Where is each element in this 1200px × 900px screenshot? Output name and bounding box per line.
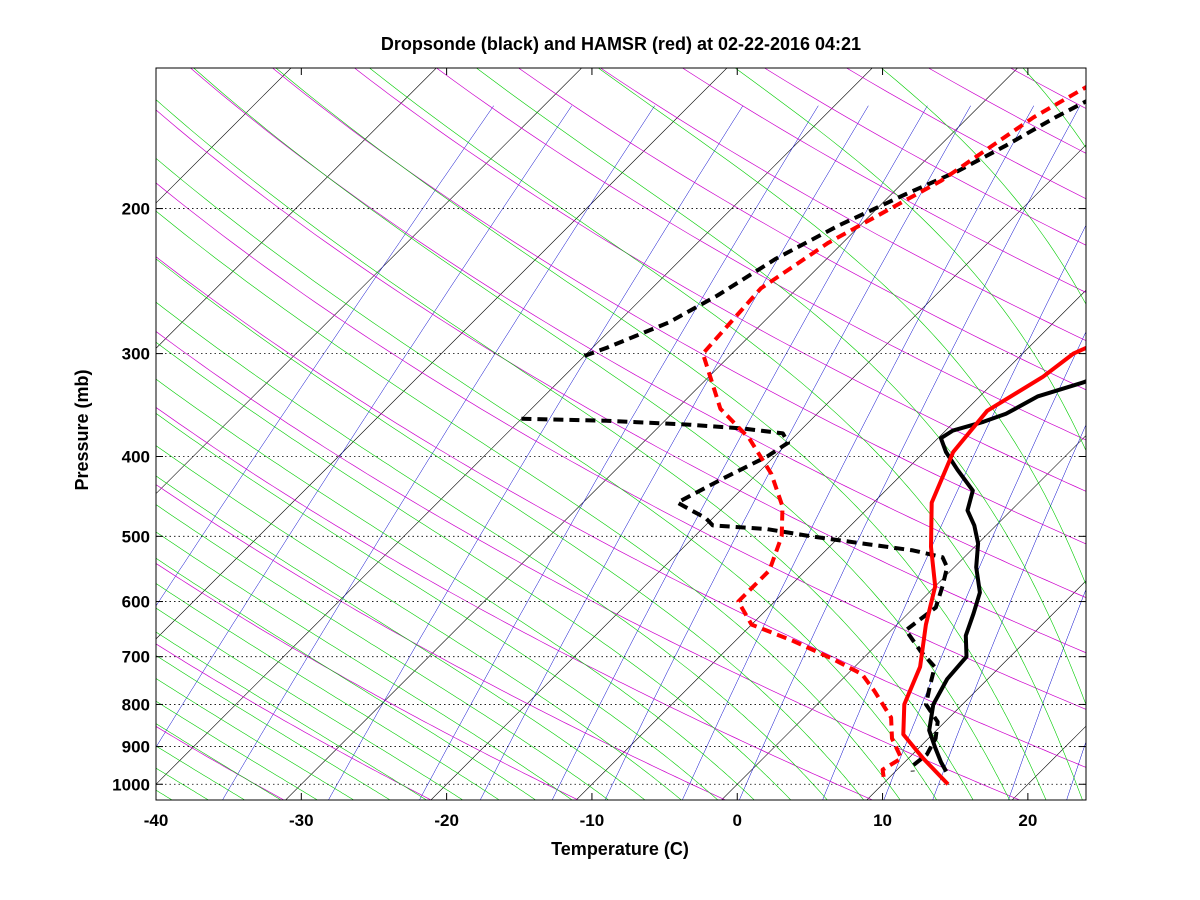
mixing-ratio-line bbox=[932, 424, 1086, 800]
x-tick-label: 0 bbox=[733, 811, 742, 830]
isotherm-line bbox=[1139, 0, 1200, 818]
x-tick-label: -40 bbox=[144, 811, 169, 830]
y-tick-label: 200 bbox=[122, 200, 150, 219]
dry-adiabat-line bbox=[0, 0, 19, 818]
x-tick-label: 10 bbox=[873, 811, 892, 830]
isotherm-line bbox=[721, 435, 1086, 800]
moist-adiabat-line bbox=[156, 700, 318, 800]
dry-adiabat-line bbox=[156, 643, 432, 800]
profile-series bbox=[521, 84, 1086, 786]
y-axis-label: Pressure (mb) bbox=[72, 369, 92, 490]
x-tick-label: -30 bbox=[289, 811, 314, 830]
y-tick-label: 1000 bbox=[112, 775, 150, 794]
y-tick-label: 600 bbox=[122, 593, 150, 612]
moist-adiabat-line bbox=[156, 631, 427, 800]
mixing-ratio-line bbox=[328, 105, 744, 800]
y-tick-label: 500 bbox=[122, 527, 150, 546]
moist-adiabat-line bbox=[193, 68, 1010, 800]
moist-adiabat-line bbox=[880, 68, 1086, 305]
y-tick-label: 800 bbox=[122, 695, 150, 714]
mixing-ratio-line bbox=[604, 105, 971, 800]
moist-adiabat-line bbox=[156, 341, 792, 800]
moist-adiabat-line bbox=[597, 68, 1086, 586]
isotherm-line bbox=[156, 68, 583, 495]
isotherm-line bbox=[156, 68, 728, 640]
dry-adiabat-line bbox=[599, 68, 1086, 342]
moist-adiabat-line bbox=[475, 68, 1086, 706]
mixing-ratio-line bbox=[682, 105, 1035, 800]
x-tick-label: -20 bbox=[434, 811, 459, 830]
y-tick-label: 700 bbox=[122, 648, 150, 667]
axis-ticks: -40 -30 -20 -10 0 10 20 200 300 400 500 600 700 800 90… bbox=[112, 68, 1086, 830]
moist-adiabat-line bbox=[156, 607, 464, 800]
moist-adiabat-line bbox=[156, 258, 865, 800]
y-tick-label: 400 bbox=[122, 448, 150, 467]
series-line-red-solid bbox=[901, 345, 1086, 786]
mixing-ratio-line bbox=[419, 105, 819, 800]
mixing-ratio-line bbox=[739, 105, 1081, 800]
moist-adiabat-line bbox=[156, 210, 901, 800]
mixing-ratio-line bbox=[1130, 106, 1200, 819]
moist-adiabat-line bbox=[156, 413, 719, 800]
dry-adiabat-line bbox=[189, 68, 1086, 599]
mixing-ratio-line bbox=[479, 105, 869, 800]
moist-adiabat-line bbox=[156, 723, 282, 800]
mixing-ratio-line bbox=[822, 224, 1086, 800]
x-tick-label: -10 bbox=[580, 811, 605, 830]
dry-adiabat-line bbox=[517, 68, 1086, 391]
moist-adiabat-line bbox=[156, 655, 391, 800]
moist-adiabat-line bbox=[156, 157, 938, 800]
isotherm-line bbox=[156, 68, 292, 204]
series-line-red-dashed bbox=[700, 84, 1086, 783]
plot-frame bbox=[155, 67, 1087, 801]
moist-adiabat-line bbox=[1069, 0, 1200, 802]
y-tick-label: 900 bbox=[122, 738, 150, 757]
series-line-black-dashed bbox=[583, 99, 1086, 358]
isotherm-line bbox=[430, 144, 1086, 800]
dry-adiabat-line bbox=[156, 726, 285, 800]
chart-title: Dropsonde (black) and HAMSR (red) at 02-… bbox=[381, 34, 861, 54]
y-tick-label: 300 bbox=[122, 345, 150, 364]
isotherm-line bbox=[156, 68, 873, 785]
moist-adiabat-line bbox=[156, 583, 500, 800]
x-tick-label: 20 bbox=[1018, 811, 1037, 830]
isotherm-line bbox=[575, 289, 1086, 800]
moist-adiabat-line bbox=[0, 0, 139, 802]
dry-adiabat-line bbox=[156, 109, 1086, 654]
dry-adiabat-line bbox=[271, 68, 1086, 545]
moist-adiabat-line bbox=[156, 504, 610, 800]
moist-adiabat-line bbox=[156, 557, 537, 800]
isotherm-line bbox=[156, 68, 437, 349]
dry-adiabat-line bbox=[435, 68, 1086, 441]
moist-adiabat-line bbox=[156, 445, 682, 800]
moist-adiabat-line bbox=[156, 531, 573, 800]
moist-adiabat-line bbox=[156, 301, 828, 800]
mixing-ratio-line bbox=[156, 105, 573, 748]
moist-adiabat-line bbox=[734, 68, 1086, 452]
moist-adiabat-line bbox=[156, 378, 755, 800]
series-line-black-solid bbox=[927, 379, 1086, 773]
mixing-ratio-line bbox=[1008, 588, 1086, 800]
mixing-ratio-line bbox=[156, 105, 494, 607]
mixing-ratio-line bbox=[1066, 740, 1086, 800]
dry-adiabat-line bbox=[1129, 0, 1200, 818]
series-line-black-dashed bbox=[521, 416, 950, 772]
moist-adiabat-line bbox=[156, 99, 974, 800]
x-axis-label: Temperature (C) bbox=[551, 839, 689, 859]
moist-adiabat-line bbox=[0, 0, 66, 802]
dry-adiabat-line bbox=[156, 182, 1086, 710]
moist-adiabat-line bbox=[156, 475, 646, 800]
isotherm-line bbox=[866, 580, 1086, 800]
moist-adiabat-line bbox=[156, 678, 355, 800]
dry-adiabat-line bbox=[353, 68, 1086, 492]
mixing-ratio-line bbox=[551, 105, 928, 800]
isotherm-line bbox=[285, 68, 1018, 800]
moist-adiabat-line bbox=[275, 68, 1047, 800]
mixing-ratio-line bbox=[883, 331, 1086, 800]
mixing-ratio-line bbox=[222, 105, 655, 800]
